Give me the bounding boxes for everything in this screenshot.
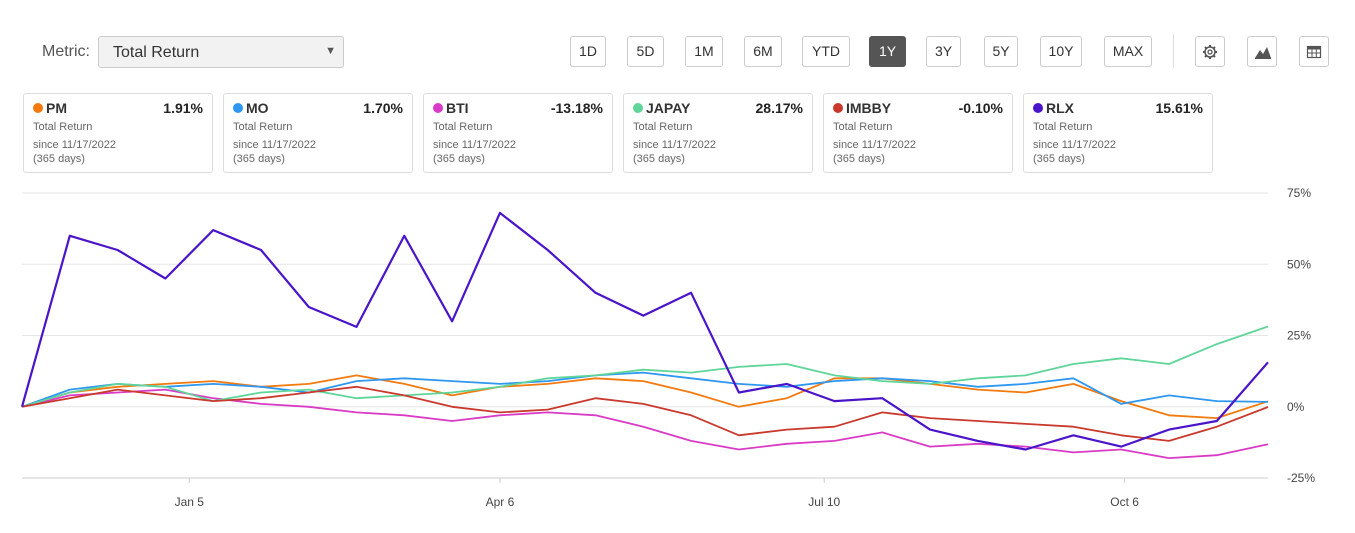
card-return-value: -13.18% <box>550 100 603 116</box>
card-return-value: 28.17% <box>755 100 803 116</box>
period-button-6m[interactable]: 6M <box>744 36 782 67</box>
series-color-dot-icon <box>33 103 43 113</box>
card-imbby[interactable]: IMBBY -0.10% Total Return since 11/17/2022 (… <box>823 93 1013 173</box>
card-period-days: (365 days) <box>833 153 885 165</box>
x-tick-label: Jul 10 <box>808 495 840 509</box>
card-period-days: (365 days) <box>633 153 685 165</box>
card-since-date: since 11/17/2022 <box>233 139 316 151</box>
card-ticker: IMBBY <box>846 100 892 116</box>
series-color-dot-icon <box>633 103 643 113</box>
card-since-date: since 11/17/2022 <box>433 139 516 151</box>
period-button-5d[interactable]: 5D <box>627 36 664 67</box>
card-since-date: since 11/17/2022 <box>633 139 716 151</box>
card-since-date: since 11/17/2022 <box>1033 139 1116 151</box>
series-line-pm <box>21 374 1269 420</box>
card-bti[interactable]: BTI -13.18% Total Return since 11/17/2022 (3… <box>423 93 613 173</box>
card-metric-label: Total Return <box>433 121 493 133</box>
card-ticker: PM <box>46 100 67 116</box>
card-metric-label: Total Return <box>233 121 293 133</box>
card-period-days: (365 days) <box>1033 153 1085 165</box>
card-metric-label: Total Return <box>633 121 693 133</box>
period-button-ytd[interactable]: YTD <box>802 36 850 67</box>
card-return-value: 1.91% <box>163 100 203 116</box>
card-since-date: since 11/17/2022 <box>33 139 116 151</box>
card-return-value: 1.70% <box>363 100 403 116</box>
mountain-chart-button[interactable] <box>1247 36 1277 67</box>
card-mo[interactable]: MO 1.70% Total Return since 11/17/2022 (365 … <box>223 93 413 173</box>
card-ticker: JAPAY <box>646 100 691 116</box>
series-line-rlx <box>20 211 1269 451</box>
series-color-dot-icon <box>233 103 243 113</box>
y-tick-label: 0% <box>1287 400 1305 414</box>
series-line-imbby <box>21 385 1269 442</box>
card-pm[interactable]: PM 1.91% Total Return since 11/17/2022 (365 … <box>23 93 213 173</box>
y-tick-label: 25% <box>1287 329 1311 343</box>
period-button-1d[interactable]: 1D <box>570 36 606 67</box>
card-ticker: MO <box>246 100 269 116</box>
card-return-value: -0.10% <box>958 100 1003 116</box>
card-ticker: BTI <box>446 100 469 116</box>
series-line-mo <box>21 371 1269 408</box>
y-tick-label: -25% <box>1287 471 1315 485</box>
period-button-3y[interactable]: 3Y <box>926 36 961 67</box>
card-period-days: (365 days) <box>33 153 85 165</box>
period-button-1y[interactable]: 1Y <box>869 36 906 67</box>
card-metric-label: Total Return <box>33 121 93 133</box>
settings-button[interactable] <box>1195 36 1225 67</box>
card-metric-label: Total Return <box>1033 121 1093 133</box>
card-rlx[interactable]: RLX 15.61% Total Return since 11/17/2022 (36… <box>1023 93 1213 173</box>
x-tick-label: Oct 6 <box>1110 495 1139 509</box>
period-button-5y[interactable]: 5Y <box>984 36 1018 67</box>
metric-select[interactable]: Total Return ▼ <box>98 36 344 68</box>
card-period-days: (365 days) <box>433 153 485 165</box>
metric-label: Metric: <box>42 43 90 60</box>
period-button-10y[interactable]: 10Y <box>1040 36 1082 67</box>
card-metric-label: Total Return <box>833 121 893 133</box>
card-ticker: RLX <box>1046 100 1074 116</box>
x-tick-label: Apr 6 <box>486 495 515 509</box>
card-period-days: (365 days) <box>233 153 285 165</box>
mountain-chart-icon <box>1255 47 1271 59</box>
gear-icon <box>1203 45 1217 59</box>
card-since-date: since 11/17/2022 <box>833 139 916 151</box>
y-tick-label: 75% <box>1287 186 1311 200</box>
series-color-dot-icon <box>433 103 443 113</box>
toolbar-divider <box>1173 34 1174 68</box>
table-icon <box>1306 45 1322 59</box>
series-color-dot-icon <box>1033 103 1043 113</box>
table-view-button[interactable] <box>1299 36 1329 67</box>
y-tick-label: 50% <box>1287 257 1311 271</box>
card-japay[interactable]: JAPAY 28.17% Total Return since 11/17/2022 (… <box>623 93 813 173</box>
series-color-dot-icon <box>833 103 843 113</box>
card-return-value: 15.61% <box>1155 100 1203 116</box>
period-button-max[interactable]: MAX <box>1104 36 1152 67</box>
series-line-japay <box>21 325 1269 408</box>
period-button-1m[interactable]: 1M <box>685 36 723 67</box>
x-tick-label: Jan 5 <box>175 495 205 509</box>
metric-select-value: Total Return <box>113 44 200 61</box>
chevron-down-icon: ▼ <box>325 45 336 57</box>
